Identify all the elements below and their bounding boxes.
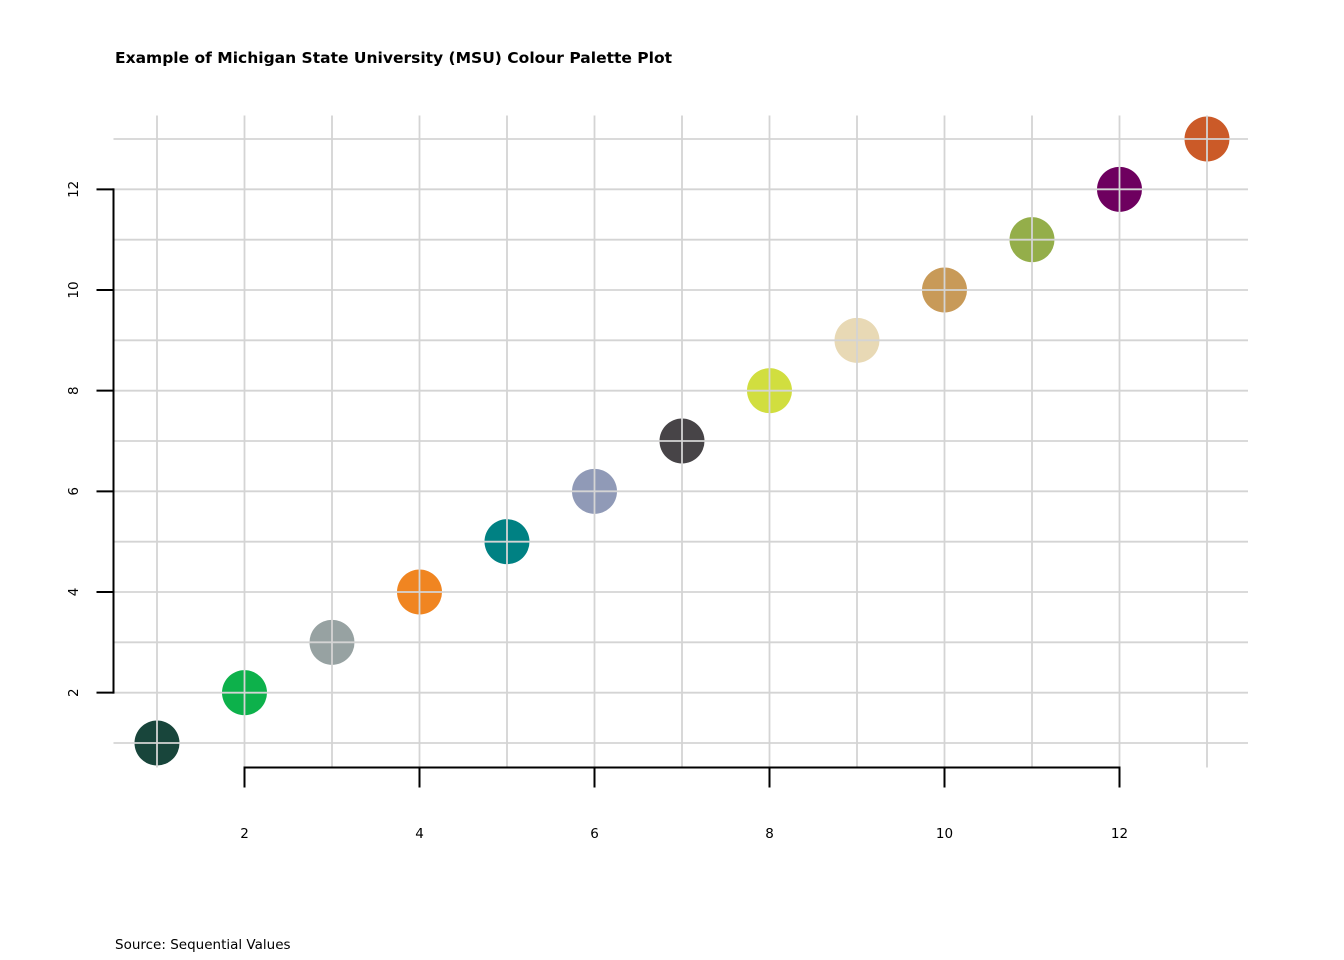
x-axis-tick-label: 6 — [590, 826, 599, 842]
x-axis-tick-label: 10 — [936, 826, 953, 842]
axes-layer: 2 4 6 8 10 12 2 4 6 8 10 12 — [66, 181, 1128, 842]
y-axis-tick-label: 4 — [66, 588, 82, 597]
gridlines-layer — [113, 115, 1248, 768]
y-axis-tick-label: 8 — [66, 386, 82, 395]
x-axis-tick-label: 2 — [240, 826, 249, 842]
x-axis-tick-label: 12 — [1111, 826, 1128, 842]
y-axis-tick-label: 6 — [66, 487, 82, 496]
y-axis-tick-label: 12 — [66, 181, 82, 198]
source-caption: Source: Sequential Values — [115, 937, 291, 953]
x-axis-tick-label: 4 — [415, 826, 424, 842]
y-axis-tick-label: 10 — [66, 281, 82, 298]
x-axis-tick-label: 8 — [765, 826, 774, 842]
chart-title: Example of Michigan State University (MS… — [115, 49, 673, 67]
y-axis-tick-label: 2 — [66, 688, 82, 697]
